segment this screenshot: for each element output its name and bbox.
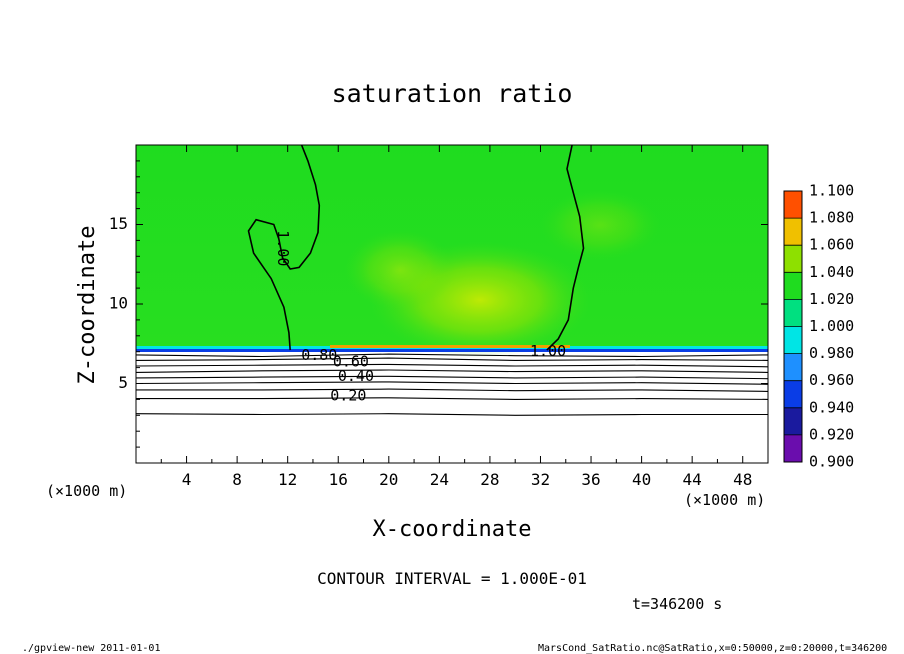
colorbar-segment bbox=[784, 434, 802, 462]
footer-right: MarsCond_SatRatio.nc@SatRatio,x=0:50000,… bbox=[538, 643, 887, 654]
x-unit-label-left: (×1000 m) bbox=[46, 482, 127, 500]
x-axis-label: X-coordinate bbox=[373, 517, 532, 542]
y-tick-label: 15 bbox=[109, 214, 128, 233]
x-tick-label: 44 bbox=[683, 470, 702, 489]
colorbar-label: 0.940 bbox=[809, 398, 854, 416]
x-axis: 4 8 12 16 20 24 28 32 36 40 44 48 bbox=[160, 145, 752, 489]
x-tick-label: 12 bbox=[278, 470, 297, 489]
x-tick-label: 20 bbox=[379, 470, 398, 489]
chart-title: saturation ratio bbox=[332, 79, 573, 108]
colorbar-segment bbox=[784, 191, 802, 219]
supersaturation-patch bbox=[345, 230, 455, 310]
colorbar-label: 1.040 bbox=[809, 263, 854, 281]
x-tick-label: 40 bbox=[632, 470, 651, 489]
contour-label: 0.40 bbox=[338, 367, 374, 385]
contour-line bbox=[546, 145, 585, 351]
x-tick-label: 24 bbox=[430, 470, 449, 489]
y-tick-label: 5 bbox=[118, 373, 128, 392]
contour-line bbox=[136, 353, 768, 358]
colorbar-label: 1.080 bbox=[809, 209, 854, 227]
colorbar-segment bbox=[784, 218, 802, 246]
colorbar-segment bbox=[784, 380, 802, 408]
contour-label: 1.00 bbox=[274, 230, 292, 266]
colorbar-label: 1.060 bbox=[809, 236, 854, 254]
x-tick-label: 28 bbox=[480, 470, 499, 489]
colorbar-label: 0.980 bbox=[809, 344, 854, 362]
contour-line bbox=[136, 375, 768, 380]
colorbar-label: 1.020 bbox=[809, 290, 854, 308]
contour-label-group: 1.00 1.00 0.800.600.40 0.20 bbox=[274, 230, 566, 405]
colorbar-segment bbox=[784, 299, 802, 327]
colorbar-label: 0.900 bbox=[809, 453, 854, 471]
cloud-base-edge bbox=[136, 349, 768, 352]
y-axis: 5 10 15 bbox=[109, 160, 768, 448]
y-tick-label: 10 bbox=[109, 294, 128, 313]
contour-lines bbox=[136, 145, 768, 416]
colorbar-segment bbox=[784, 407, 802, 435]
plot-area bbox=[136, 145, 768, 463]
x-unit-label-right: (×1000 m) bbox=[684, 491, 765, 509]
contour-line bbox=[136, 363, 768, 368]
contour-line bbox=[136, 369, 768, 373]
x-tick-label: 48 bbox=[733, 470, 752, 489]
colorbar-segment bbox=[784, 272, 802, 300]
colorbar-segment bbox=[784, 353, 802, 381]
contour-line bbox=[247, 145, 321, 351]
colorbar-label: 0.920 bbox=[809, 425, 854, 443]
colorbar-label: 1.100 bbox=[809, 182, 854, 200]
colorbar: 0.900 0.920 0.940 0.960 0.980 1.000 1.020 1.040… bbox=[783, 182, 854, 471]
contour-label: 0.60 bbox=[333, 353, 369, 371]
time-stamp: t=346200 s bbox=[632, 595, 722, 613]
supersaturation-patch bbox=[540, 190, 660, 260]
x-tick-label: 4 bbox=[182, 470, 192, 489]
cloud-base-hot bbox=[330, 345, 570, 348]
y-axis-label: Z-coordinate bbox=[75, 226, 100, 385]
colorbar-label: 0.960 bbox=[809, 371, 854, 389]
x-tick-label: 32 bbox=[531, 470, 550, 489]
contour-label: 0.20 bbox=[330, 387, 366, 405]
contour-interval-note: CONTOUR INTERVAL = 1.000E-01 bbox=[317, 569, 587, 588]
contour-line bbox=[136, 397, 768, 400]
contour-line bbox=[136, 357, 768, 361]
contour-label: 0.80 bbox=[301, 346, 337, 364]
footer-left: ./gpview-new 2011-01-01 bbox=[22, 643, 160, 654]
contour-line bbox=[136, 381, 768, 385]
x-tick-label: 16 bbox=[329, 470, 348, 489]
contour-line bbox=[136, 388, 768, 392]
colorbar-segment bbox=[784, 326, 802, 354]
x-tick-label: 36 bbox=[581, 470, 600, 489]
colorbar-label: 1.000 bbox=[809, 317, 854, 335]
contour-label: 1.00 bbox=[530, 342, 566, 360]
colorbar-segment bbox=[784, 245, 802, 273]
contour-line bbox=[136, 413, 768, 416]
x-tick-label: 8 bbox=[232, 470, 242, 489]
